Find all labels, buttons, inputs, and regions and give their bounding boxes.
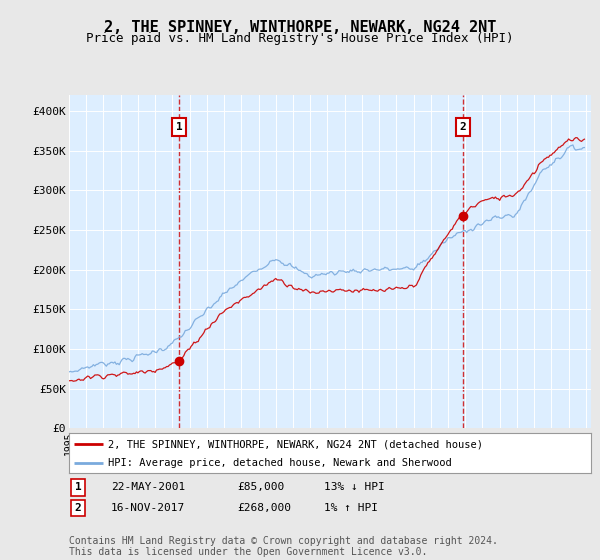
Text: 2: 2 bbox=[460, 122, 466, 132]
Text: 1: 1 bbox=[74, 482, 82, 492]
Text: 2: 2 bbox=[74, 503, 82, 513]
Text: 2, THE SPINNEY, WINTHORPE, NEWARK, NG24 2NT: 2, THE SPINNEY, WINTHORPE, NEWARK, NG24 … bbox=[104, 20, 496, 35]
Text: 1% ↑ HPI: 1% ↑ HPI bbox=[324, 503, 378, 513]
Text: £268,000: £268,000 bbox=[237, 503, 291, 513]
Text: £85,000: £85,000 bbox=[237, 482, 284, 492]
Text: HPI: Average price, detached house, Newark and Sherwood: HPI: Average price, detached house, Newa… bbox=[108, 458, 452, 468]
Text: 1: 1 bbox=[176, 122, 182, 132]
Text: Price paid vs. HM Land Registry's House Price Index (HPI): Price paid vs. HM Land Registry's House … bbox=[86, 32, 514, 45]
Text: Contains HM Land Registry data © Crown copyright and database right 2024.
This d: Contains HM Land Registry data © Crown c… bbox=[69, 535, 498, 557]
Text: 13% ↓ HPI: 13% ↓ HPI bbox=[324, 482, 385, 492]
Text: 2, THE SPINNEY, WINTHORPE, NEWARK, NG24 2NT (detached house): 2, THE SPINNEY, WINTHORPE, NEWARK, NG24 … bbox=[108, 439, 483, 449]
Text: 22-MAY-2001: 22-MAY-2001 bbox=[111, 482, 185, 492]
Text: 16-NOV-2017: 16-NOV-2017 bbox=[111, 503, 185, 513]
